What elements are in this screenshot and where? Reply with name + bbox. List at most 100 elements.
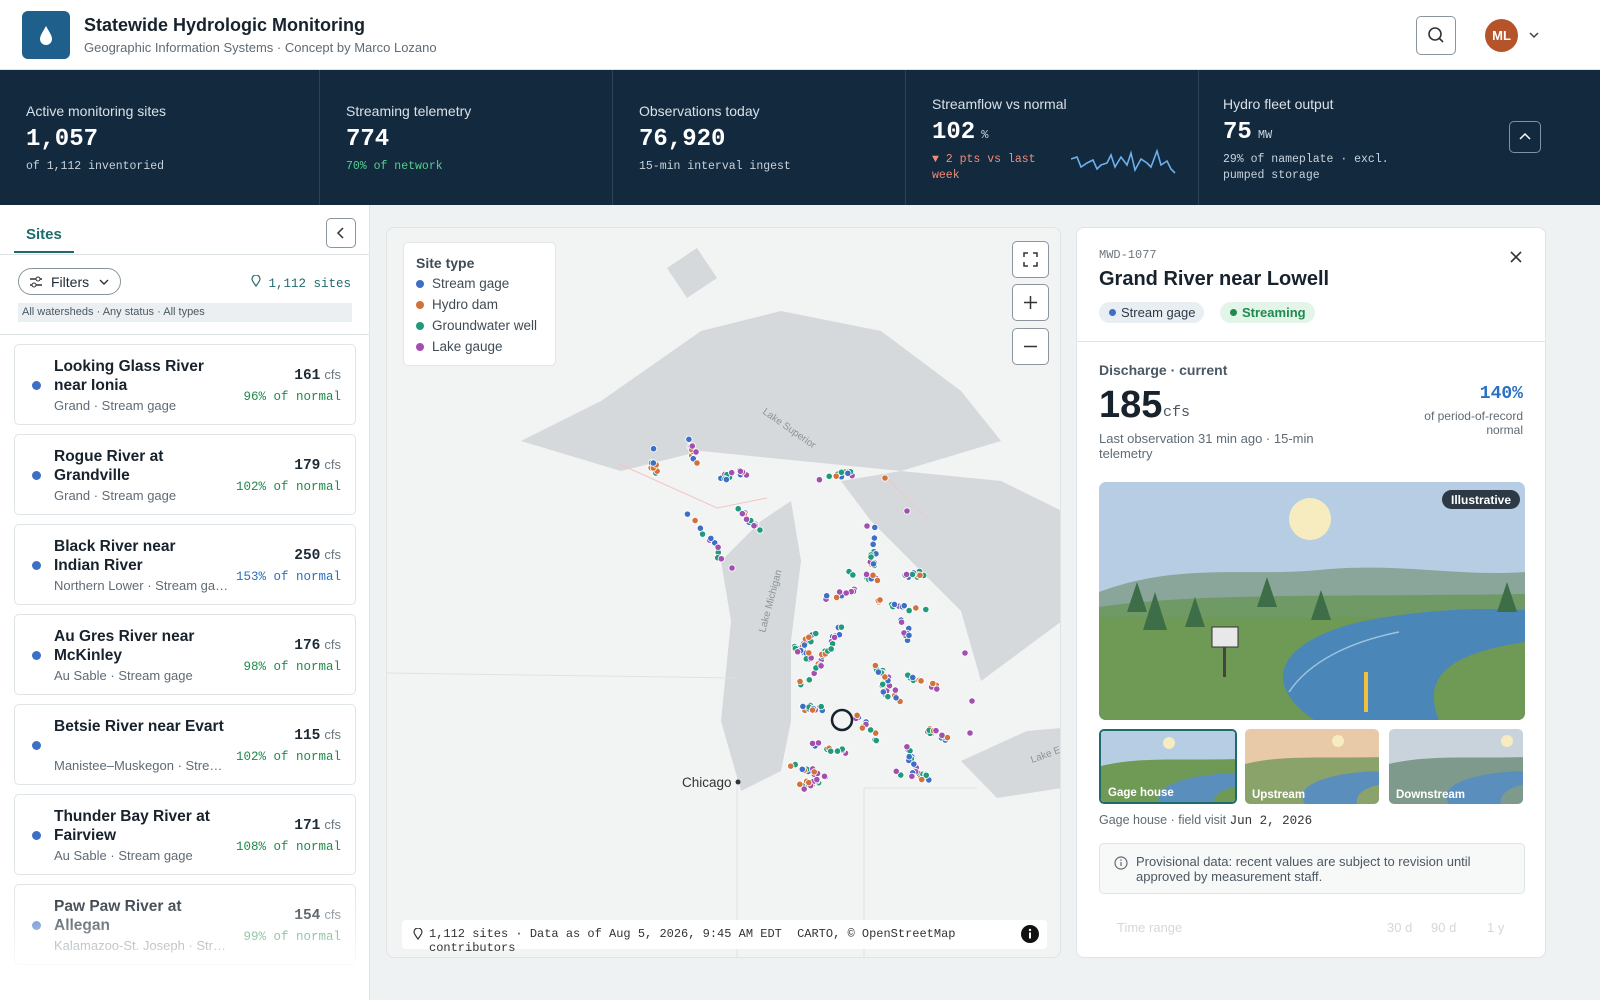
site-dot[interactable] [808,706,817,714]
site-dot[interactable] [787,762,795,770]
site-dot[interactable] [909,673,917,682]
site-dot[interactable] [742,515,751,523]
site-dot[interactable] [799,702,807,711]
site-dot[interactable] [722,475,730,484]
site-dot[interactable] [873,576,882,585]
site-dot[interactable] [869,540,877,548]
site-dot[interactable] [908,570,917,579]
site-dot[interactable] [902,570,911,578]
map[interactable]: Lake Superior Lake Michigan Lake Erie Ch… [386,227,1061,958]
site-dot[interactable] [796,677,804,686]
site-dot[interactable] [698,530,707,538]
site-dot[interactable] [890,600,899,609]
site-dot[interactable] [738,510,746,518]
site-dot[interactable] [691,516,699,525]
site-dot[interactable] [683,510,692,518]
site-dot[interactable] [717,555,725,563]
site-dot[interactable] [876,596,884,604]
site-dot[interactable] [692,448,700,456]
info-button[interactable] [1020,924,1040,944]
site-dot[interactable] [812,629,820,638]
site-dot[interactable] [891,686,899,694]
thumbnail[interactable]: Downstream [1389,729,1523,804]
range-option[interactable]: 30 d [1387,920,1413,935]
close-button[interactable] [1509,250,1523,264]
site-dot[interactable] [832,472,840,480]
site-dot[interactable] [853,711,861,719]
site-dot[interactable] [912,604,920,612]
site-dot[interactable] [871,661,879,670]
site-dot[interactable] [808,739,817,747]
site-dot[interactable] [827,645,835,653]
site-dot[interactable] [879,680,887,688]
site-dot[interactable] [833,593,841,601]
site-dot[interactable] [933,685,941,693]
thumbnail[interactable]: Upstream [1245,729,1379,804]
site-dot[interactable] [917,677,925,685]
site-dot[interactable] [800,641,809,649]
site-dot[interactable] [938,731,946,739]
site-dot[interactable] [892,694,900,702]
site-dot[interactable] [833,747,842,755]
site-dot[interactable] [649,445,658,453]
site-dot[interactable] [649,459,657,467]
site-dot[interactable] [869,571,877,579]
site-dot[interactable] [736,467,745,475]
site-dot[interactable] [900,602,908,610]
site-dot[interactable] [863,522,871,530]
site-dot[interactable] [908,772,916,780]
site-dot[interactable] [837,623,846,631]
collapse-kpis-button[interactable] [1509,121,1541,153]
site-dot[interactable] [897,618,906,626]
fullscreen-button[interactable] [1012,241,1049,278]
site-dot[interactable] [872,736,880,745]
site-dot[interactable] [796,780,804,788]
site-dot[interactable] [966,729,974,737]
collapse-button[interactable] [326,218,356,248]
zoom-in-button[interactable] [1012,284,1049,321]
site-dot[interactable] [798,765,806,773]
site-dot[interactable] [929,679,937,688]
site-dot[interactable] [918,775,926,784]
range-option[interactable]: 90 d [1431,920,1457,935]
site-dot[interactable] [905,753,913,761]
site-dot[interactable] [714,543,722,551]
site-dot[interactable] [800,785,808,793]
site-dot[interactable] [815,476,824,484]
site-card[interactable]: Thunder Bay River at Fairview Au Sable · … [14,794,356,875]
site-dot[interactable] [827,747,835,755]
site-dot[interactable] [905,607,913,615]
site-dot[interactable] [867,553,875,561]
site-dot[interactable] [837,468,846,476]
site-dot[interactable] [823,592,831,600]
site-dot[interactable] [910,760,918,768]
site-dot[interactable] [728,564,736,572]
site-dot[interactable] [892,767,900,775]
site-dot[interactable] [871,523,879,532]
range-option[interactable]: 1 y [1487,920,1505,935]
site-dot[interactable] [968,697,976,705]
site-dot[interactable] [879,688,887,696]
site-card[interactable]: Rogue River at Grandville Grand · Stream … [14,434,356,515]
site-dot[interactable] [820,772,829,780]
site-dot[interactable] [922,771,930,779]
site-dot[interactable] [817,703,825,711]
site-dot[interactable] [805,779,813,787]
site-card[interactable]: Looking Glass River near Ionia Grand · St… [14,344,356,425]
site-dot[interactable] [825,472,833,480]
site-dot[interactable] [794,648,802,656]
site-dot[interactable] [835,588,844,596]
site-dot[interactable] [805,676,813,684]
filters-button[interactable]: Filters [18,268,121,295]
selected-site[interactable] [830,708,854,732]
site-dot[interactable] [688,442,696,450]
zoom-out-button[interactable] [1012,328,1049,365]
site-dot[interactable] [874,668,883,676]
site-dot[interactable] [842,589,850,597]
site-dot[interactable] [858,724,866,732]
site-dot[interactable] [870,534,878,542]
site-dot[interactable] [805,633,813,641]
site-card[interactable]: Betsie River near Evart Manistee–Muskegon… [14,704,356,785]
site-dot[interactable] [903,743,911,751]
site-dot[interactable] [805,649,813,657]
